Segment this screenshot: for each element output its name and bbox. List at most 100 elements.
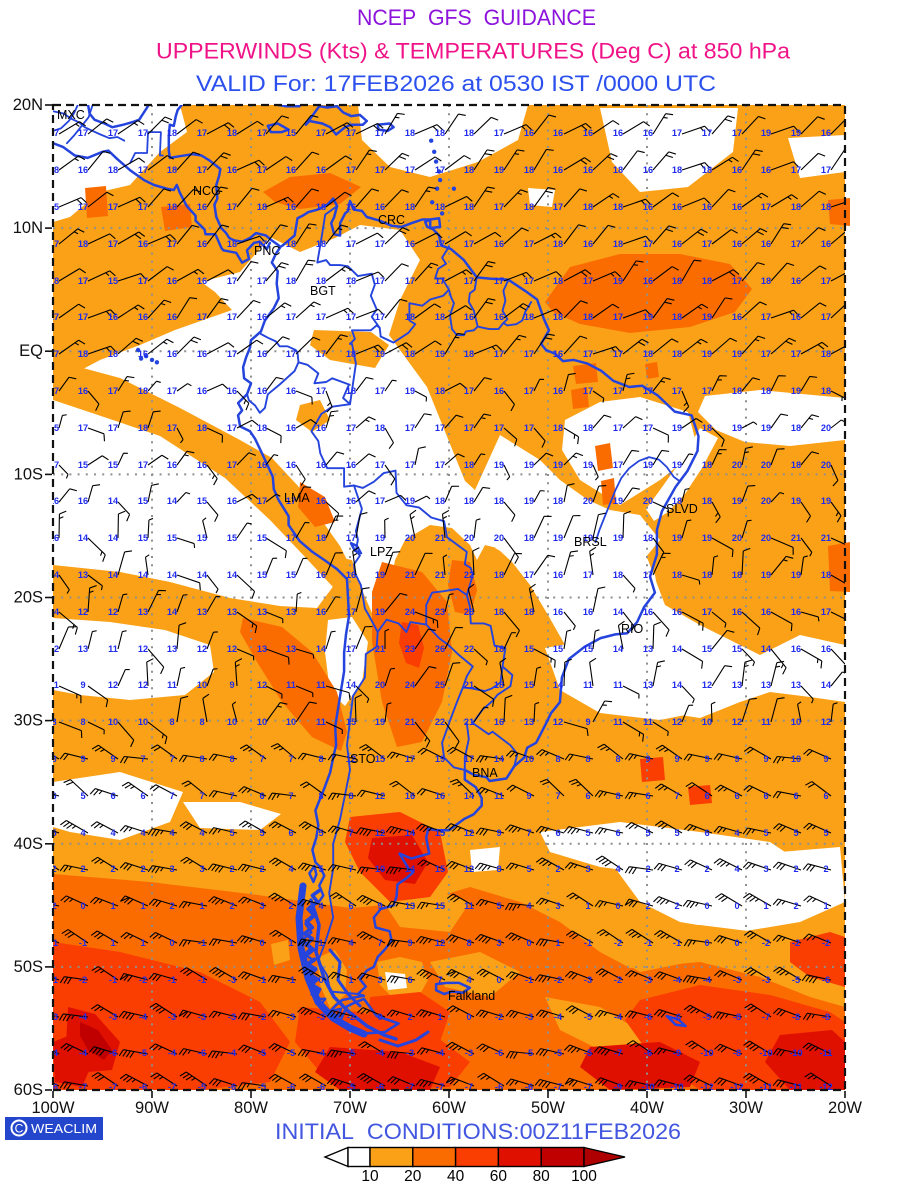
svg-text:100W: 100W — [31, 1099, 75, 1117]
svg-text:18: 18 — [167, 202, 177, 212]
svg-text:19: 19 — [821, 496, 831, 506]
svg-text:-3: -3 — [228, 1012, 236, 1022]
svg-text:20W: 20W — [828, 1099, 862, 1117]
svg-text:17: 17 — [78, 276, 88, 286]
svg-text:12: 12 — [138, 680, 148, 690]
svg-text:17: 17 — [197, 312, 207, 322]
svg-text:16: 16 — [553, 128, 563, 138]
svg-text:18: 18 — [732, 570, 742, 580]
svg-text:1: 1 — [140, 938, 145, 948]
svg-text:14: 14 — [346, 680, 357, 690]
svg-text:60: 60 — [490, 1168, 508, 1185]
svg-text:6: 6 — [793, 791, 798, 801]
svg-text:1: 1 — [288, 938, 293, 948]
svg-text:12: 12 — [108, 607, 118, 617]
svg-text:2: 2 — [704, 864, 709, 874]
svg-text:10: 10 — [375, 864, 385, 874]
svg-text:6: 6 — [348, 901, 353, 911]
svg-text:17: 17 — [78, 423, 88, 433]
svg-text:16: 16 — [108, 312, 118, 322]
svg-text:-2: -2 — [139, 975, 147, 985]
svg-text:8: 8 — [496, 864, 501, 874]
svg-text:16: 16 — [761, 607, 771, 617]
svg-text:17: 17 — [583, 386, 593, 396]
svg-text:3: 3 — [199, 864, 204, 874]
svg-text:17: 17 — [613, 386, 623, 396]
svg-text:17: 17 — [346, 644, 356, 654]
svg-text:17: 17 — [405, 754, 415, 764]
svg-text:-4: -4 — [614, 1012, 623, 1022]
svg-text:17: 17 — [257, 165, 267, 175]
svg-text:C: C — [15, 1122, 24, 1136]
svg-text:10: 10 — [702, 717, 712, 727]
svg-text:-6: -6 — [198, 1048, 206, 1058]
svg-text:14: 14 — [49, 570, 60, 580]
svg-text:0: 0 — [704, 938, 709, 948]
svg-text:17: 17 — [583, 570, 593, 580]
svg-text:-4: -4 — [554, 1012, 563, 1022]
svg-text:NCEP GFS GUIDANCE: NCEP GFS GUIDANCE — [357, 5, 596, 30]
svg-text:20: 20 — [494, 533, 504, 543]
svg-text:19: 19 — [672, 460, 682, 470]
svg-text:19: 19 — [761, 423, 771, 433]
svg-text:-3: -3 — [465, 1048, 473, 1058]
svg-text:20: 20 — [732, 460, 742, 470]
svg-text:-2: -2 — [347, 1012, 355, 1022]
svg-text:-5: -5 — [258, 1082, 266, 1092]
svg-text:-4: -4 — [317, 1048, 326, 1058]
svg-text:2: 2 — [555, 864, 560, 874]
svg-text:6: 6 — [51, 791, 56, 801]
svg-text:16: 16 — [553, 570, 563, 580]
svg-text:16: 16 — [494, 312, 504, 322]
svg-text:16: 16 — [316, 165, 326, 175]
svg-text:19: 19 — [524, 496, 534, 506]
svg-text:20: 20 — [583, 496, 593, 506]
svg-text:17: 17 — [197, 128, 207, 138]
svg-text:17: 17 — [613, 423, 623, 433]
svg-text:13: 13 — [167, 644, 177, 654]
svg-text:18: 18 — [702, 423, 712, 433]
svg-text:17: 17 — [494, 349, 504, 359]
svg-text:18: 18 — [821, 386, 831, 396]
svg-text:0: 0 — [615, 901, 620, 911]
svg-text:17: 17 — [702, 607, 712, 617]
svg-text:15: 15 — [138, 496, 148, 506]
svg-text:NCG: NCG — [193, 184, 221, 198]
svg-text:-12: -12 — [819, 1082, 832, 1092]
svg-text:18: 18 — [405, 202, 415, 212]
svg-text:18: 18 — [227, 239, 237, 249]
svg-text:17: 17 — [138, 202, 148, 212]
svg-text:8: 8 — [229, 754, 234, 764]
svg-text:-7: -7 — [465, 1082, 473, 1092]
svg-text:15: 15 — [227, 533, 237, 543]
svg-text:5: 5 — [318, 864, 323, 874]
svg-text:16: 16 — [49, 533, 59, 543]
svg-text:5: 5 — [793, 828, 798, 838]
svg-text:13: 13 — [732, 680, 742, 690]
svg-text:-8: -8 — [733, 1012, 741, 1022]
svg-text:16: 16 — [316, 496, 326, 506]
svg-text:18: 18 — [464, 165, 474, 175]
svg-text:17: 17 — [227, 312, 237, 322]
svg-text:19: 19 — [643, 312, 653, 322]
svg-text:16: 16 — [316, 570, 326, 580]
svg-text:8: 8 — [80, 717, 85, 727]
svg-text:60W: 60W — [432, 1099, 466, 1117]
svg-text:18: 18 — [49, 165, 59, 175]
svg-text:30S: 30S — [14, 712, 43, 730]
svg-text:8: 8 — [466, 938, 471, 948]
svg-text:17: 17 — [227, 202, 237, 212]
svg-text:7: 7 — [288, 791, 293, 801]
svg-text:17: 17 — [732, 128, 742, 138]
svg-text:18: 18 — [435, 312, 445, 322]
svg-text:16: 16 — [346, 496, 356, 506]
svg-text:20N: 20N — [13, 96, 43, 114]
svg-text:9: 9 — [110, 754, 115, 764]
svg-text:17: 17 — [464, 386, 474, 396]
svg-text:7: 7 — [348, 828, 353, 838]
svg-text:0: 0 — [318, 975, 323, 985]
svg-text:7: 7 — [169, 754, 174, 764]
svg-text:16: 16 — [167, 312, 177, 322]
svg-text:17: 17 — [524, 570, 534, 580]
svg-text:-5: -5 — [139, 1048, 147, 1058]
